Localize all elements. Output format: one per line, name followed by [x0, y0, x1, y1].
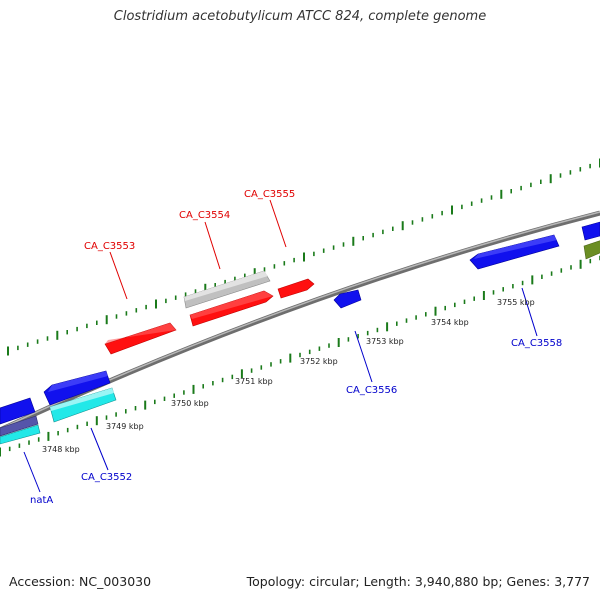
gene-blue-left-edge[interactable] [0, 397, 36, 425]
leader-CA_C3558 [521, 287, 538, 337]
scale-label: 3753 kbp [366, 337, 404, 346]
inner-tick-ring [0, 255, 600, 457]
topology-text: Topology: circular; Length: 3,940,880 bp… [246, 574, 590, 589]
leader-CA_C3555 [269, 199, 287, 248]
gene-label[interactable]: CA_C3555 [244, 189, 295, 200]
outer-tick-ring [7, 158, 600, 356]
gene-CA_C3554[interactable] [189, 290, 274, 327]
gene-label[interactable]: CA_C3556 [346, 385, 397, 396]
leader-CA_C3554 [204, 221, 221, 270]
leader-CA_C3553 [109, 251, 128, 300]
gene-CA_C3556[interactable] [333, 289, 362, 309]
gene-CA_C3558[interactable] [469, 234, 560, 270]
scale-label: 3748 kbp [42, 445, 80, 454]
scale-label: 3754 kbp [431, 318, 469, 327]
map-title: Clostridium acetobutylicum ATCC 824, com… [113, 9, 487, 24]
gene-label[interactable]: CA_C3553 [84, 241, 135, 252]
gene-label[interactable]: natA [30, 495, 53, 506]
gene-blue-right-edge[interactable] [581, 221, 600, 241]
leader-natA [23, 451, 41, 493]
accession-text: Accession: NC_003030 [9, 574, 152, 589]
gene-CA_C3555[interactable] [277, 278, 315, 299]
gene-label[interactable]: CA_C3558 [511, 338, 562, 349]
leader-CA_C3552 [90, 427, 109, 471]
gene-label[interactable]: CA_C3554 [179, 210, 230, 221]
gene-natA[interactable] [0, 415, 41, 445]
scale-label: 3751 kbp [235, 377, 273, 386]
scale-label: 3749 kbp [106, 422, 144, 431]
feature-olive[interactable] [583, 240, 600, 260]
scale-label: 3750 kbp [171, 399, 209, 408]
gene-CA_C3552[interactable] [49, 387, 117, 423]
gene-blue-left[interactable] [43, 370, 111, 406]
leader-CA_C3556 [354, 330, 373, 383]
feature-grey[interactable] [183, 270, 271, 309]
scale-label: 3752 kbp [300, 357, 338, 366]
gene-CA_C3553[interactable] [104, 322, 177, 355]
gene-label[interactable]: CA_C3552 [81, 472, 132, 483]
scale-label: 3755 kbp [497, 298, 535, 307]
